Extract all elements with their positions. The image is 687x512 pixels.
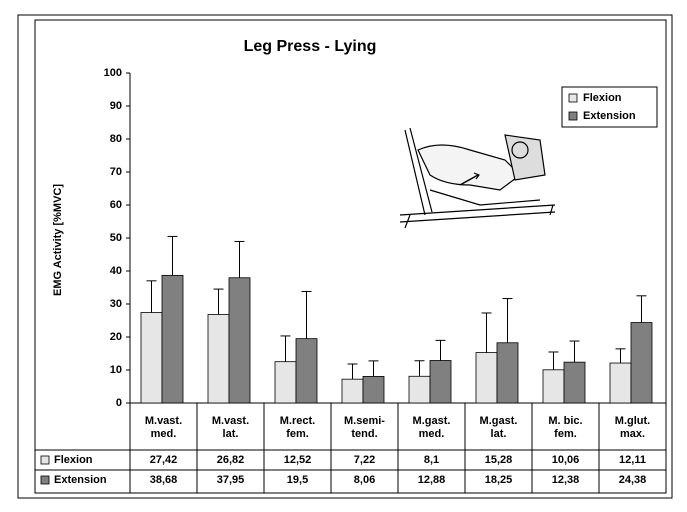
- table-value: 38,68: [149, 473, 178, 486]
- y-tick-label: 80: [110, 133, 122, 145]
- row-swatch: [40, 455, 50, 465]
- table-value: 18,25: [484, 473, 513, 486]
- table-value: 24,38: [618, 473, 647, 486]
- y-tick-label: 90: [110, 100, 122, 112]
- table-value: 12,11: [619, 453, 646, 466]
- bar: [542, 369, 565, 404]
- y-tick-label: 60: [110, 199, 122, 211]
- bar: [496, 342, 519, 404]
- bar: [341, 378, 364, 404]
- table-value: 7,22: [353, 453, 376, 466]
- bar: [161, 274, 184, 404]
- row-header: Extension: [54, 474, 107, 486]
- y-tick-label: 30: [110, 298, 122, 310]
- bar: [362, 376, 385, 404]
- bar: [408, 375, 431, 404]
- table-value: 15,28: [484, 453, 513, 466]
- bar: [630, 322, 653, 404]
- y-tick-label: 0: [116, 397, 122, 409]
- y-tick-label: 100: [104, 67, 122, 79]
- bar: [140, 312, 163, 404]
- bar: [563, 361, 586, 404]
- y-tick-label: 70: [110, 166, 122, 178]
- bar: [295, 338, 318, 404]
- row-header: Flexion: [54, 454, 93, 466]
- bar: [609, 362, 632, 404]
- legend-swatch: [568, 93, 578, 103]
- y-axis-label: EMG Activity [%MVC]: [52, 184, 64, 296]
- bar: [228, 277, 251, 404]
- legend-label: Extension: [583, 110, 636, 122]
- bar: [429, 360, 452, 404]
- x-tick-label: M.gast. lat.: [479, 414, 518, 440]
- table-value: 12,88: [417, 473, 446, 486]
- y-tick-label: 40: [110, 265, 122, 277]
- table-value: 27,42: [149, 453, 178, 466]
- bar: [274, 361, 297, 404]
- table-value: 26,82: [216, 453, 245, 466]
- table-value: 19,5: [286, 473, 309, 486]
- x-tick-label: M.glut. max.: [614, 414, 651, 440]
- y-tick-label: 50: [110, 232, 122, 244]
- x-tick-label: M.semi- tend.: [344, 414, 385, 440]
- x-tick-label: M.vast. lat.: [211, 414, 250, 440]
- x-tick-label: M.rect. fem.: [279, 414, 316, 440]
- table-value: 8,06: [353, 473, 376, 486]
- outer-frame: [17, 14, 673, 499]
- illustration: [399, 127, 556, 229]
- row-swatch: [40, 475, 50, 485]
- table-value: 37,95: [216, 473, 245, 486]
- inner-frame: [34, 19, 667, 494]
- x-tick-label: M.gast. med.: [412, 414, 451, 440]
- table-value: 8,1: [423, 453, 440, 466]
- x-tick-label: M. bic. fem.: [548, 414, 583, 440]
- x-tick-label: M.vast. med.: [144, 414, 183, 440]
- legend-swatch: [568, 111, 578, 121]
- table-value: 10,06: [551, 453, 580, 466]
- chart-title: Leg Press - Lying: [244, 38, 377, 55]
- table-value: 12,52: [283, 453, 312, 466]
- legend: [561, 86, 658, 128]
- bar: [207, 314, 230, 404]
- table-value: 12,38: [551, 473, 580, 486]
- y-tick-label: 10: [110, 364, 122, 376]
- bar: [475, 352, 498, 404]
- legend-box: [561, 86, 658, 128]
- y-tick-label: 20: [110, 331, 122, 343]
- legend-label: Flexion: [583, 92, 622, 104]
